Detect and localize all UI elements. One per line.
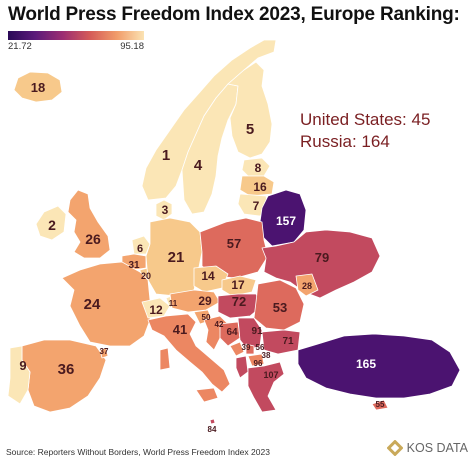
- label-turkey: 165: [356, 357, 376, 371]
- country-finland: [227, 61, 273, 159]
- country-albania: [235, 355, 249, 379]
- country-poland: [199, 217, 269, 279]
- label-finland: 5: [246, 121, 254, 138]
- country-shapes: [7, 39, 461, 425]
- label-andorra: 37: [100, 347, 109, 356]
- map-title: World Press Freedom Index 2023, Europe R…: [8, 4, 460, 25]
- label-ukraine: 79: [315, 250, 329, 265]
- country-cyprus: [371, 399, 389, 411]
- label-netherlands: 6: [137, 243, 143, 255]
- label-belgium: 31: [128, 260, 140, 271]
- label-greece: 107: [263, 370, 278, 380]
- label-belarus: 157: [276, 214, 296, 228]
- legend-min-label: 21.72: [8, 41, 32, 52]
- label-germany: 21: [168, 249, 185, 266]
- label-serbia: 91: [251, 326, 263, 337]
- label-spain: 36: [58, 361, 75, 378]
- label-north-macedonia: 38: [262, 351, 271, 360]
- country-denmark: [155, 199, 173, 221]
- country-greece: [247, 361, 285, 413]
- label-hungary: 72: [232, 294, 246, 309]
- label-czechia: 14: [201, 269, 215, 283]
- label-austria: 29: [198, 294, 212, 308]
- label-montenegro: 39: [242, 343, 251, 352]
- label-portugal: 9: [19, 358, 26, 373]
- label-cyprus: 55: [376, 400, 385, 409]
- kos-data-logo-icon: [386, 440, 403, 456]
- label-luxembourg: 20: [141, 271, 151, 281]
- label-romania: 53: [273, 300, 287, 315]
- label-malta: 84: [208, 425, 217, 434]
- legend-max-label: 95.18: [120, 41, 144, 52]
- source-caption: Source: Reporters Without Borders, World…: [6, 447, 270, 457]
- country-austria: [169, 289, 221, 313]
- country-moldova: [295, 273, 319, 297]
- country-iceland: [13, 71, 63, 103]
- label-france: 24: [84, 296, 101, 313]
- country-turkey: [297, 333, 461, 399]
- country-romania: [253, 279, 305, 331]
- country-uk: [67, 189, 111, 259]
- label-poland: 57: [227, 236, 241, 251]
- label-lithuania: 7: [253, 199, 260, 213]
- label-ireland: 2: [48, 217, 56, 233]
- brand-logo: KOS DATA: [386, 440, 468, 456]
- country-north-macedonia: [247, 353, 265, 367]
- country-italy-sardinia: [159, 347, 171, 371]
- label-norway: 1: [162, 147, 170, 164]
- label-bosnia: 64: [226, 327, 238, 338]
- brand-name: KOS DATA: [406, 441, 468, 455]
- rank-labels: 18 1 4 5 3 8 16 7 157 2 26 6 31 20 21 57…: [19, 80, 385, 434]
- country-sweden: [181, 83, 239, 215]
- us-ranking-note: United States: 45: [300, 110, 431, 129]
- country-andorra: [99, 347, 109, 359]
- country-slovakia: [221, 275, 257, 297]
- label-slovenia: 50: [202, 313, 211, 322]
- country-italy-sicily: [195, 387, 219, 403]
- country-switzerland: [141, 297, 171, 319]
- country-serbia: [237, 317, 263, 351]
- country-kosovo: [245, 343, 255, 355]
- country-italy: [147, 313, 231, 393]
- label-estonia: 8: [255, 161, 262, 175]
- country-portugal: [7, 345, 31, 405]
- label-kosovo: 56: [256, 343, 265, 352]
- label-italy: 41: [173, 322, 187, 337]
- country-latvia: [239, 175, 275, 197]
- country-ukraine: [261, 229, 381, 299]
- country-france: [61, 261, 151, 347]
- country-bosnia: [219, 321, 241, 347]
- label-uk: 26: [85, 231, 101, 247]
- country-montenegro: [229, 341, 245, 357]
- label-slovakia: 17: [231, 278, 245, 292]
- color-legend: 21.72 95.18: [8, 31, 144, 53]
- label-sweden: 4: [194, 157, 203, 174]
- russia-ranking-note: Russia: 164: [300, 132, 390, 151]
- label-iceland: 18: [31, 80, 45, 95]
- label-croatia: 42: [215, 320, 224, 329]
- label-moldova: 28: [302, 281, 312, 291]
- country-lithuania: [237, 193, 269, 217]
- label-denmark: 3: [162, 203, 169, 217]
- country-ireland: [35, 205, 67, 241]
- label-albania: 96: [254, 359, 263, 368]
- label-bulgaria: 71: [282, 336, 294, 347]
- label-liechtenstein: 11: [169, 299, 178, 308]
- label-switzerland: 12: [149, 303, 163, 317]
- country-malta: [209, 418, 216, 425]
- label-latvia: 16: [253, 180, 267, 194]
- legend-gradient-bar: [8, 31, 144, 40]
